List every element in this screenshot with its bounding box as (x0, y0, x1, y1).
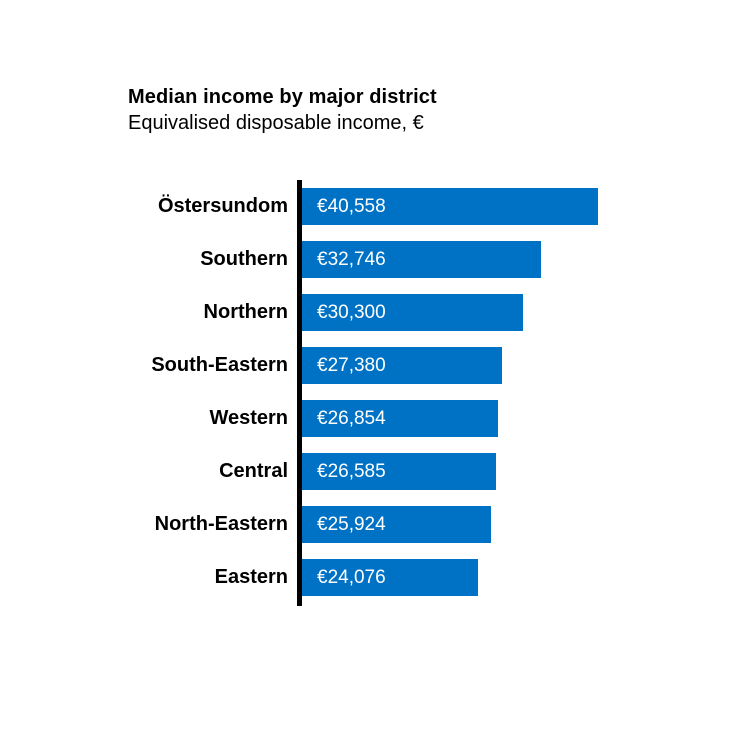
value-label: €27,380 (317, 354, 386, 376)
value-label: €26,585 (317, 460, 386, 482)
bar-row: Central €26,585 (0, 453, 735, 490)
value-label: €24,076 (317, 566, 386, 588)
value-label: €26,854 (317, 407, 386, 429)
y-axis-line (297, 180, 302, 606)
category-label: Western (209, 407, 288, 429)
value-label: €32,746 (317, 248, 386, 270)
category-label: Southern (200, 248, 288, 270)
bar-row: Northern €30,300 (0, 294, 735, 331)
chart-header: Median income by major district Equivali… (128, 84, 437, 137)
category-label: North-Eastern (154, 513, 288, 535)
bar-chart: Östersundom €40,558 Southern €32,746 Norther… (0, 188, 735, 596)
category-label: Östersundom (157, 195, 288, 217)
bar-row: Östersundom €40,558 (0, 188, 735, 225)
category-label: South-Eastern (151, 354, 288, 376)
category-label: Northern (203, 301, 288, 323)
bar: €24,076 (302, 559, 478, 596)
bar-row: North-Eastern €25,924 (0, 506, 735, 543)
bar-row: Western €26,854 (0, 400, 735, 437)
category-label: Eastern (214, 566, 288, 588)
bar: €26,854 (302, 400, 498, 437)
bar: €30,300 (302, 294, 523, 331)
value-label: €30,300 (317, 301, 386, 323)
bar-row: South-Eastern €27,380 (0, 347, 735, 384)
bar: €32,746 (302, 241, 541, 278)
bar-row: Southern €32,746 (0, 241, 735, 278)
chart-title: Median income by major district (128, 86, 437, 108)
bar: €26,585 (302, 453, 496, 490)
bar: €27,380 (302, 347, 502, 384)
bar: €25,924 (302, 506, 491, 543)
category-label: Central (219, 460, 288, 482)
bar: €40,558 (302, 188, 598, 225)
bar-row: Eastern €24,076 (0, 559, 735, 596)
value-label: €40,558 (317, 195, 386, 217)
value-label: €25,924 (317, 513, 386, 535)
chart-subtitle: Equivalised disposable income, € (128, 112, 424, 134)
